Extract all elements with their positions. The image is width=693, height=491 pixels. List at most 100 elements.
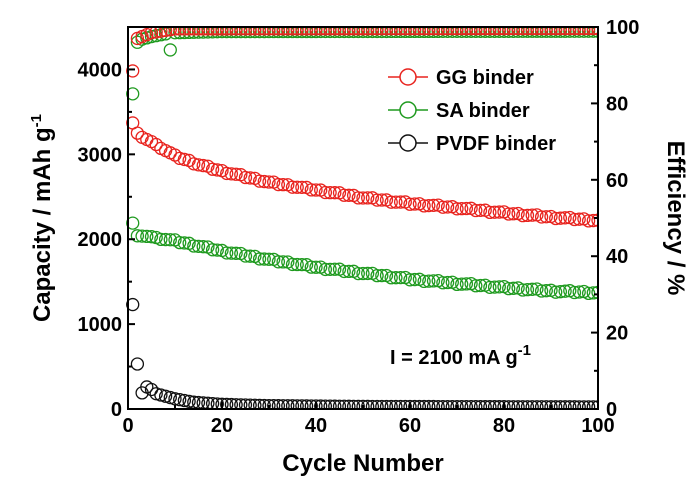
data-point	[135, 229, 149, 243]
x-tick-label: 40	[305, 415, 327, 437]
data-point	[586, 286, 598, 300]
data-point	[220, 166, 234, 181]
data-point	[511, 400, 525, 409]
data-point	[295, 399, 309, 409]
y2-tick-label: 0	[606, 399, 617, 421]
legend-item-sa-binder: SA binder	[388, 100, 530, 122]
data-point	[243, 249, 257, 263]
data-point	[511, 27, 525, 36]
data-point	[464, 400, 478, 409]
data-point	[417, 399, 431, 409]
data-point	[436, 200, 450, 214]
data-point	[299, 27, 314, 36]
data-point	[187, 157, 201, 171]
data-point	[473, 27, 488, 36]
data-point	[351, 27, 365, 36]
data-point	[257, 252, 271, 266]
data-point	[572, 27, 586, 36]
data-point	[581, 27, 596, 36]
data-point	[549, 400, 563, 409]
data-point	[318, 27, 333, 36]
data-point	[356, 191, 370, 205]
data-point	[314, 27, 328, 36]
data-point	[422, 274, 436, 288]
data-point	[173, 151, 187, 166]
data-point	[361, 266, 375, 281]
data-point	[177, 393, 192, 408]
data-point	[276, 177, 290, 192]
data-point	[567, 285, 582, 300]
data-point	[525, 400, 539, 409]
data-point	[229, 246, 243, 260]
data-point	[539, 27, 553, 36]
data-point	[201, 396, 215, 409]
data-point	[337, 399, 351, 409]
data-point	[252, 398, 267, 409]
data-point	[285, 27, 300, 36]
data-point	[154, 232, 168, 247]
data-point	[558, 400, 572, 409]
data-point	[403, 399, 417, 409]
data-point	[403, 197, 417, 211]
data-point	[473, 400, 488, 409]
data-point	[436, 276, 450, 290]
annotation-sup: -1	[518, 342, 531, 359]
data-point	[351, 399, 365, 409]
data-point	[173, 393, 187, 407]
data-point	[196, 27, 210, 39]
data-point	[553, 285, 568, 299]
data-point	[370, 193, 384, 207]
legend-label: GG binder	[436, 67, 534, 89]
data-point	[163, 233, 177, 247]
data-point	[224, 167, 239, 181]
y2-axis-title: Efficiency / %	[662, 141, 689, 296]
data-point	[549, 211, 563, 226]
data-point	[238, 27, 253, 36]
y-tick-label: 0	[111, 399, 122, 421]
x-tick-label: 100	[581, 415, 614, 437]
data-point	[323, 27, 337, 36]
data-point	[281, 27, 295, 36]
data-point	[304, 183, 318, 197]
data-point	[220, 27, 234, 36]
data-point	[215, 397, 229, 409]
data-point	[220, 246, 234, 260]
data-point	[158, 389, 173, 403]
data-point	[163, 27, 177, 37]
data-point	[389, 271, 403, 285]
data-point	[262, 27, 276, 36]
data-point	[210, 163, 224, 177]
data-point	[506, 281, 521, 295]
y2-tick-label: 80	[606, 93, 628, 115]
data-point	[591, 285, 598, 300]
data-point	[295, 257, 309, 272]
y-axis-title: Capacity / mAh g-1	[28, 114, 56, 322]
data-point	[572, 400, 586, 409]
data-point	[140, 229, 154, 244]
data-point	[591, 400, 598, 409]
data-point	[431, 399, 445, 409]
data-point	[516, 208, 530, 223]
data-point	[149, 137, 163, 152]
data-point	[187, 27, 201, 36]
data-point	[201, 27, 215, 36]
data-point	[318, 262, 333, 277]
data-point	[539, 284, 553, 298]
data-point	[492, 205, 506, 219]
series-sa-binder-capacity	[126, 216, 598, 301]
data-point	[205, 27, 220, 36]
y-tick-label: 3000	[78, 144, 123, 166]
data-point	[168, 27, 182, 36]
data-point	[370, 399, 384, 409]
data-point	[502, 281, 516, 296]
data-point	[483, 400, 497, 409]
data-point	[502, 400, 516, 409]
series-gg-binder-capacity	[126, 116, 598, 228]
data-point	[464, 27, 478, 36]
data-point	[243, 171, 257, 185]
data-point	[309, 183, 323, 197]
data-point	[426, 274, 441, 288]
legend: GG binder SA binder PVDF binder	[388, 67, 556, 155]
data-point	[238, 398, 253, 409]
